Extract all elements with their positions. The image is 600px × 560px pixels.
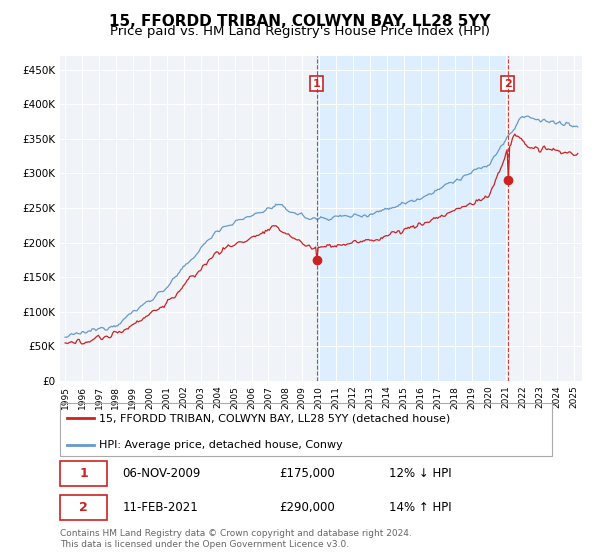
FancyBboxPatch shape (60, 495, 107, 520)
Text: £175,000: £175,000 (279, 467, 335, 480)
Text: 1: 1 (79, 467, 88, 480)
Text: 1: 1 (313, 78, 320, 88)
Text: 14% ↑ HPI: 14% ↑ HPI (389, 501, 451, 514)
Text: 11-FEB-2021: 11-FEB-2021 (122, 501, 199, 514)
Text: 15, FFORDD TRIBAN, COLWYN BAY, LL28 5YY: 15, FFORDD TRIBAN, COLWYN BAY, LL28 5YY (109, 14, 491, 29)
Text: Contains HM Land Registry data © Crown copyright and database right 2024.
This d: Contains HM Land Registry data © Crown c… (60, 529, 412, 549)
Text: 2: 2 (504, 78, 512, 88)
Text: 06-NOV-2009: 06-NOV-2009 (122, 467, 201, 480)
FancyBboxPatch shape (60, 461, 107, 486)
Text: £290,000: £290,000 (279, 501, 335, 514)
Text: Price paid vs. HM Land Registry's House Price Index (HPI): Price paid vs. HM Land Registry's House … (110, 25, 490, 38)
Text: HPI: Average price, detached house, Conwy: HPI: Average price, detached house, Conw… (100, 440, 343, 450)
Text: 15, FFORDD TRIBAN, COLWYN BAY, LL28 5YY (detached house): 15, FFORDD TRIBAN, COLWYN BAY, LL28 5YY … (100, 413, 451, 423)
Text: 2: 2 (79, 501, 88, 514)
Bar (317, 56, 508, 381)
Text: 12% ↓ HPI: 12% ↓ HPI (389, 467, 451, 480)
